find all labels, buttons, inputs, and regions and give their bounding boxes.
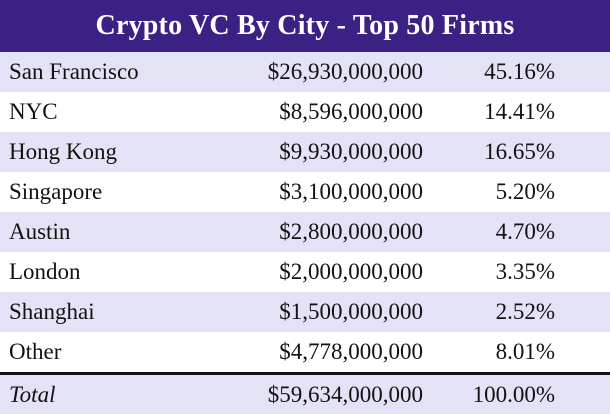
amount-cell: $26,930,000,000 <box>267 59 423 84</box>
table-body: San Francisco $26,930,000,000 45.16% NYC… <box>0 52 610 372</box>
percent-cell: 14.41% <box>484 99 555 124</box>
total-row: Total $59,634,000,000 100.00% <box>0 375 610 414</box>
amount-cell: $8,596,000,000 <box>279 99 423 124</box>
amount-cell: $4,778,000,000 <box>279 339 423 364</box>
amount-cell: $1,500,000,000 <box>279 299 423 324</box>
total-separator-line <box>0 372 610 375</box>
city-cell: Singapore <box>9 179 103 204</box>
city-cell: London <box>9 259 81 284</box>
city-cell: Other <box>9 339 62 364</box>
percent-cell: 5.20% <box>495 179 555 204</box>
percent-cell: 2.52% <box>495 299 555 324</box>
table-row: NYC $8,596,000,000 14.41% <box>0 92 610 132</box>
percent-cell: 8.01% <box>495 339 555 364</box>
amount-cell: $2,000,000,000 <box>279 259 423 284</box>
percent-cell: 4.70% <box>495 219 555 244</box>
table-row: San Francisco $26,930,000,000 45.16% <box>0 52 610 92</box>
percent-cell: 3.35% <box>495 259 555 284</box>
table-row: London $2,000,000,000 3.35% <box>0 252 610 292</box>
amount-cell: $2,800,000,000 <box>279 219 423 244</box>
table-header: Crypto VC By City - Top 50 Firms <box>0 0 610 52</box>
table-row: Hong Kong $9,930,000,000 16.65% <box>0 132 610 172</box>
amount-cell: $9,930,000,000 <box>279 139 423 164</box>
page-title: Crypto VC By City - Top 50 Firms <box>95 10 515 41</box>
table-row: Other $4,778,000,000 8.01% <box>0 332 610 372</box>
city-cell: Hong Kong <box>9 139 117 164</box>
percent-cell: 45.16% <box>484 59 555 84</box>
city-cell: Austin <box>9 219 71 244</box>
amount-cell: $3,100,000,000 <box>279 179 423 204</box>
table-row: Austin $2,800,000,000 4.70% <box>0 212 610 252</box>
total-percent-cell: 100.00% <box>472 381 555 407</box>
total-label: Total <box>9 381 56 407</box>
city-cell: Shanghai <box>9 299 95 324</box>
city-cell: NYC <box>9 99 58 124</box>
percent-cell: 16.65% <box>484 139 555 164</box>
table-row: Shanghai $1,500,000,000 2.52% <box>0 292 610 332</box>
table-row: Singapore $3,100,000,000 5.20% <box>0 172 610 212</box>
city-cell: San Francisco <box>9 59 139 84</box>
total-amount-cell: $59,634,000,000 <box>267 381 423 407</box>
